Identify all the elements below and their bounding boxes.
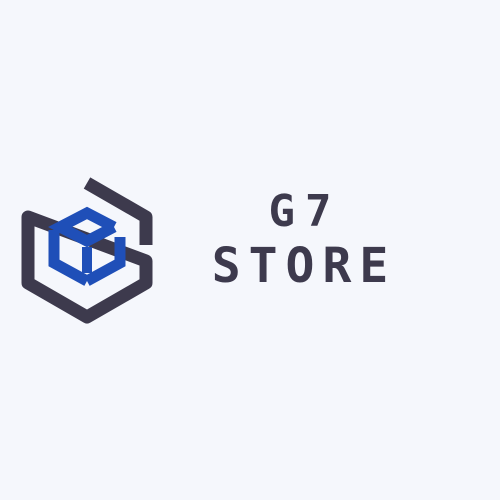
brand-wordmark: G7 STORE [180, 186, 420, 294]
brand-name-line2: STORE [211, 238, 397, 294]
brand-name-line1: G7 [268, 186, 342, 237]
hexagon-box-logo-icon [20, 175, 154, 325]
